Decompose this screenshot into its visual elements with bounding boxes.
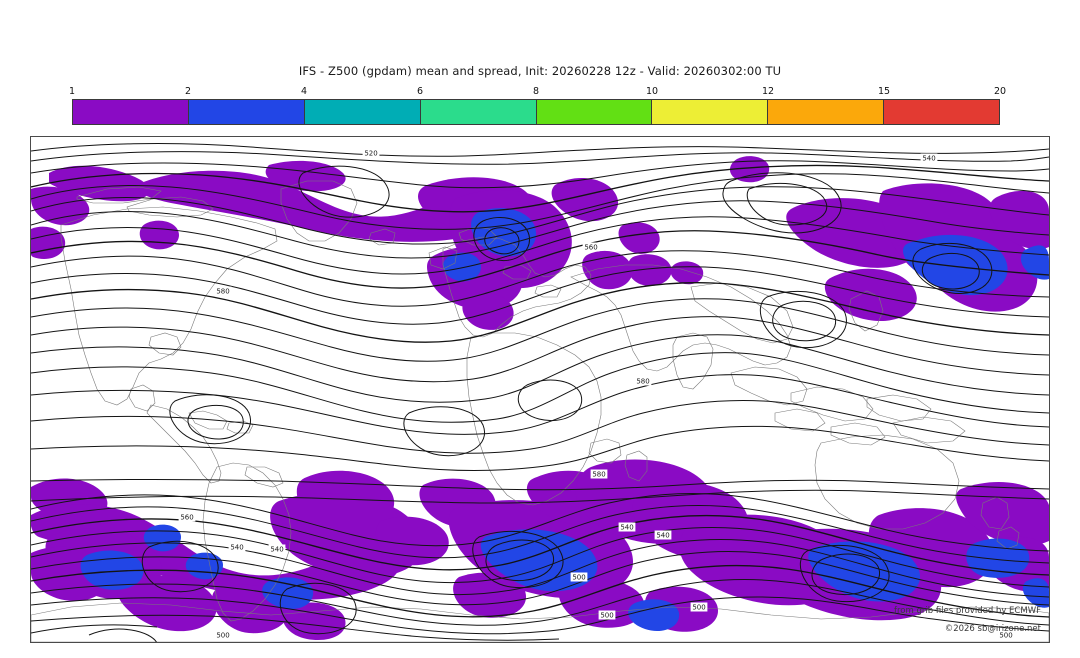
colorbar-segment-8-10 bbox=[536, 100, 653, 124]
svg-text:580: 580 bbox=[216, 288, 229, 296]
colorbar-segment-6-8 bbox=[420, 100, 537, 124]
svg-text:540: 540 bbox=[270, 546, 283, 554]
contour-label-580: 580 bbox=[590, 469, 608, 479]
credit-ecmwf: from grib files provided by ECMWF bbox=[894, 606, 1041, 616]
svg-text:500: 500 bbox=[572, 574, 585, 582]
colorbar-tick-15: 15 bbox=[877, 86, 891, 97]
contour-label-540: 540 bbox=[618, 522, 636, 532]
svg-text:500: 500 bbox=[692, 604, 705, 612]
spread-shading-blue bbox=[80, 208, 1049, 632]
contour-label-560: 560 bbox=[582, 242, 600, 252]
contour-label-560: 560 bbox=[178, 512, 196, 522]
colorbar-segment-15-20 bbox=[884, 100, 999, 124]
contour-label-540: 540 bbox=[268, 544, 286, 554]
colorbar-segment-10-12 bbox=[652, 100, 769, 124]
contour-label-540: 540 bbox=[228, 542, 246, 552]
colorbar-segment-2-4 bbox=[188, 100, 305, 124]
contour-label-500: 500 bbox=[570, 572, 588, 582]
colorbar: 1 2 4 6 8 10 12 15 20 bbox=[68, 86, 1006, 128]
colorbar-tick-2: 2 bbox=[184, 86, 192, 97]
colorbar-tick-6: 6 bbox=[416, 86, 424, 97]
contour-label-500: 500 bbox=[997, 630, 1015, 640]
colorbar-tick-4: 4 bbox=[300, 86, 308, 97]
colorbar-tick-labels: 1 2 4 6 8 10 12 15 20 bbox=[68, 86, 1006, 99]
svg-text:540: 540 bbox=[922, 155, 935, 163]
svg-text:580: 580 bbox=[636, 378, 649, 386]
world-map: .coast{fill:none;stroke:#7a7a7a;stroke-w… bbox=[31, 137, 1049, 642]
contour-label-540: 540 bbox=[654, 530, 672, 540]
svg-text:500: 500 bbox=[216, 632, 229, 640]
contour-label-520: 520 bbox=[362, 148, 380, 158]
contour-label-580: 580 bbox=[634, 376, 652, 386]
svg-text:540: 540 bbox=[656, 532, 669, 540]
coastlines bbox=[31, 180, 1049, 642]
map-panel[interactable]: .coast{fill:none;stroke:#7a7a7a;stroke-w… bbox=[30, 136, 1050, 643]
colorbar-segment-4-6 bbox=[304, 100, 421, 124]
contour-label-580: 580 bbox=[214, 286, 232, 296]
contour-label-540: 540 bbox=[920, 153, 938, 163]
page-title: IFS - Z500 (gpdam) mean and spread, Init… bbox=[298, 64, 782, 78]
contour-labels: 520 540 560 580 580 580 560 540 540 540 540 500 500 5… bbox=[178, 148, 1015, 640]
credit-author: ©2026 sb@irizone.net bbox=[944, 624, 1041, 634]
colorbar-tick-20: 20 bbox=[993, 86, 1007, 97]
svg-text:540: 540 bbox=[620, 524, 633, 532]
svg-text:520: 520 bbox=[364, 150, 377, 158]
colorbar-tick-8: 8 bbox=[532, 86, 540, 97]
colorbar-tick-10: 10 bbox=[645, 86, 659, 97]
contour-label-500: 500 bbox=[690, 602, 708, 612]
svg-text:580: 580 bbox=[592, 471, 605, 479]
svg-text:500: 500 bbox=[600, 612, 613, 620]
svg-text:560: 560 bbox=[584, 244, 597, 252]
colorbar-gradient bbox=[72, 99, 1000, 125]
colorbar-tick-1: 1 bbox=[68, 86, 76, 97]
svg-text:540: 540 bbox=[230, 544, 243, 552]
contour-label-500: 500 bbox=[598, 610, 616, 620]
contour-lines bbox=[31, 143, 1049, 642]
svg-text:500: 500 bbox=[999, 632, 1012, 640]
colorbar-segment-1-2 bbox=[73, 100, 189, 124]
colorbar-tick-12: 12 bbox=[761, 86, 775, 97]
svg-text:560: 560 bbox=[180, 514, 193, 522]
colorbar-segment-12-15 bbox=[768, 100, 885, 124]
contour-label-500: 500 bbox=[214, 630, 232, 640]
